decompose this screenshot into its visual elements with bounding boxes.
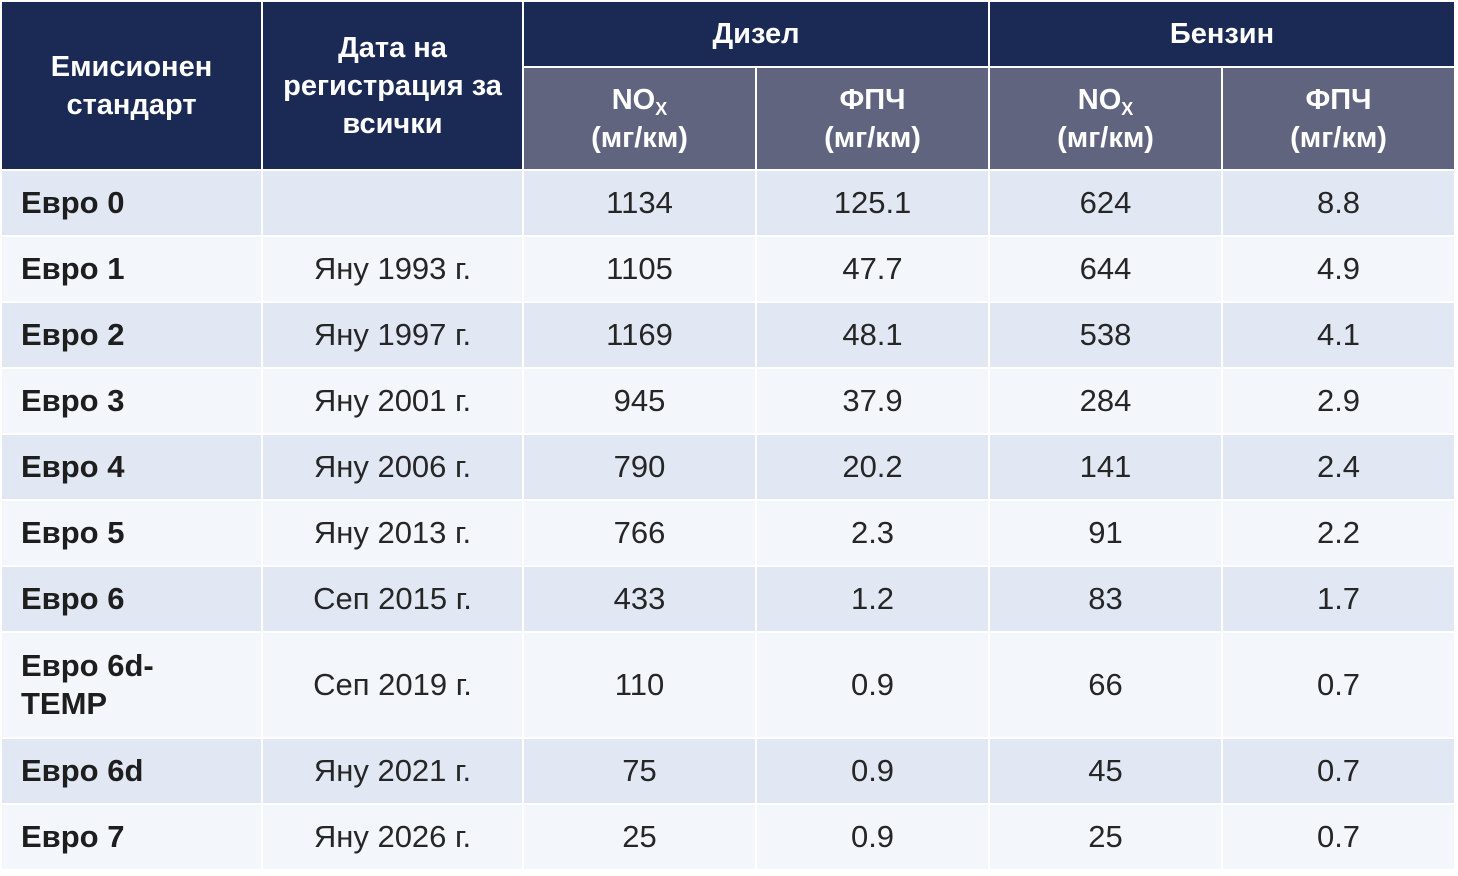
cell-diesel-pm: 48.1 (754, 301, 991, 369)
cell-petrol-pm: 2.9 (1221, 367, 1457, 435)
cell-date (261, 169, 524, 237)
nox-label: NO (611, 83, 656, 116)
cell-petrol-pm: 0.7 (1221, 737, 1457, 805)
header-diesel-pm: ФПЧ (мг/км) (754, 66, 991, 171)
cell-standard: Евро 1 (0, 235, 263, 303)
cell-standard: Евро 5 (0, 499, 263, 567)
cell-date: Яну 1993 г. (261, 235, 524, 303)
cell-diesel-pm: 1.2 (754, 565, 991, 633)
cell-date: Яну 2021 г. (261, 737, 524, 805)
cell-date: Сеп 2019 г. (261, 631, 524, 739)
cell-diesel-nox: 766 (522, 499, 757, 567)
cell-date: Яну 2006 г. (261, 433, 524, 501)
cell-standard: Евро 3 (0, 367, 263, 435)
cell-petrol-nox: 284 (988, 367, 1224, 435)
cell-date: Яну 1997 г. (261, 301, 524, 369)
header-petrol-nox: NOX (мг/км) (988, 66, 1224, 171)
cell-petrol-nox: 644 (988, 235, 1224, 303)
table-header: Емисионен стандарт Дата на регистрация з… (0, 0, 1457, 171)
cell-diesel-nox: 75 (522, 737, 757, 805)
cell-diesel-pm: 2.3 (754, 499, 991, 567)
header-petrol-pm: ФПЧ (мг/км) (1221, 66, 1457, 171)
cell-petrol-pm: 0.7 (1221, 803, 1457, 871)
cell-petrol-nox: 624 (988, 169, 1224, 237)
nox-subscript: X (1121, 98, 1134, 119)
cell-standard: Евро 6 (0, 565, 263, 633)
cell-petrol-nox: 91 (988, 499, 1224, 567)
table-row: Евро 6d Яну 2021 г. 75 0.9 45 0.7 (0, 737, 1457, 805)
cell-diesel-pm: 0.9 (754, 737, 991, 805)
cell-standard: Евро 4 (0, 433, 263, 501)
cell-petrol-pm: 2.4 (1221, 433, 1457, 501)
cell-diesel-nox: 1105 (522, 235, 757, 303)
cell-diesel-pm: 37.9 (754, 367, 991, 435)
cell-petrol-nox: 141 (988, 433, 1224, 501)
cell-diesel-pm: 20.2 (754, 433, 991, 501)
pm-label: ФПЧ (1305, 83, 1372, 116)
cell-petrol-pm: 0.7 (1221, 631, 1457, 739)
cell-petrol-pm: 4.9 (1221, 235, 1457, 303)
cell-petrol-pm: 8.8 (1221, 169, 1457, 237)
cell-petrol-nox: 25 (988, 803, 1224, 871)
cell-date: Яну 2001 г. (261, 367, 524, 435)
cell-petrol-pm: 1.7 (1221, 565, 1457, 633)
cell-standard: Евро 2 (0, 301, 263, 369)
cell-diesel-nox: 1169 (522, 301, 757, 369)
table-row: Евро 4 Яну 2006 г. 790 20.2 141 2.4 (0, 433, 1457, 501)
cell-petrol-nox: 83 (988, 565, 1224, 633)
cell-petrol-nox: 66 (988, 631, 1224, 739)
cell-petrol-pm: 2.2 (1221, 499, 1457, 567)
cell-date: Яну 2026 г. (261, 803, 524, 871)
table-row: Евро 5 Яну 2013 г. 766 2.3 91 2.2 (0, 499, 1457, 567)
cell-diesel-nox: 433 (522, 565, 757, 633)
unit-label: (мг/км) (591, 121, 688, 154)
unit-label: (мг/км) (1057, 121, 1154, 154)
cell-petrol-nox: 45 (988, 737, 1224, 805)
table-row: Евро 1 Яну 1993 г. 1105 47.7 644 4.9 (0, 235, 1457, 303)
nox-label: NO (1077, 83, 1122, 116)
cell-standard: Евро 6d (0, 737, 263, 805)
header-emission-standard: Емисионен стандарт (0, 0, 263, 171)
cell-date: Сеп 2015 г. (261, 565, 524, 633)
cell-diesel-pm: 125.1 (754, 169, 991, 237)
unit-label: (мг/км) (824, 121, 921, 154)
table-row: Евро 6d-TEMP Сеп 2019 г. 110 0.9 66 0.7 (0, 631, 1457, 739)
table-row: Евро 7 Яну 2026 г. 25 0.9 25 0.7 (0, 803, 1457, 871)
cell-diesel-pm: 0.9 (754, 631, 991, 739)
cell-diesel-nox: 790 (522, 433, 757, 501)
cell-petrol-nox: 538 (988, 301, 1224, 369)
table-row: Евро 6 Сеп 2015 г. 433 1.2 83 1.7 (0, 565, 1457, 633)
table-row: Евро 3 Яну 2001 г. 945 37.9 284 2.9 (0, 367, 1457, 435)
cell-standard: Евро 6d-TEMP (0, 631, 263, 739)
cell-date: Яну 2013 г. (261, 499, 524, 567)
cell-standard: Евро 7 (0, 803, 263, 871)
cell-diesel-nox: 1134 (522, 169, 757, 237)
header-diesel: Дизел (521, 0, 991, 68)
table-row: Евро 2 Яну 1997 г. 1169 48.1 538 4.1 (0, 301, 1457, 369)
header-registration-date: Дата на регистрация за всички (261, 0, 524, 171)
cell-diesel-nox: 110 (522, 631, 757, 739)
cell-standard: Евро 0 (0, 169, 263, 237)
cell-petrol-pm: 4.1 (1221, 301, 1457, 369)
unit-label: (мг/км) (1290, 121, 1387, 154)
header-petrol: Бензин (988, 0, 1457, 68)
cell-diesel-pm: 47.7 (754, 235, 991, 303)
table-body: Евро 0 1134 125.1 624 8.8 Евро 1 Яну 199… (0, 169, 1457, 871)
cell-diesel-pm: 0.9 (754, 803, 991, 871)
cell-diesel-nox: 25 (522, 803, 757, 871)
nox-subscript: X (655, 98, 668, 119)
header-diesel-nox: NOX (мг/км) (522, 66, 757, 171)
pm-label: ФПЧ (839, 83, 906, 116)
cell-diesel-nox: 945 (522, 367, 757, 435)
table-row: Евро 0 1134 125.1 624 8.8 (0, 169, 1457, 237)
